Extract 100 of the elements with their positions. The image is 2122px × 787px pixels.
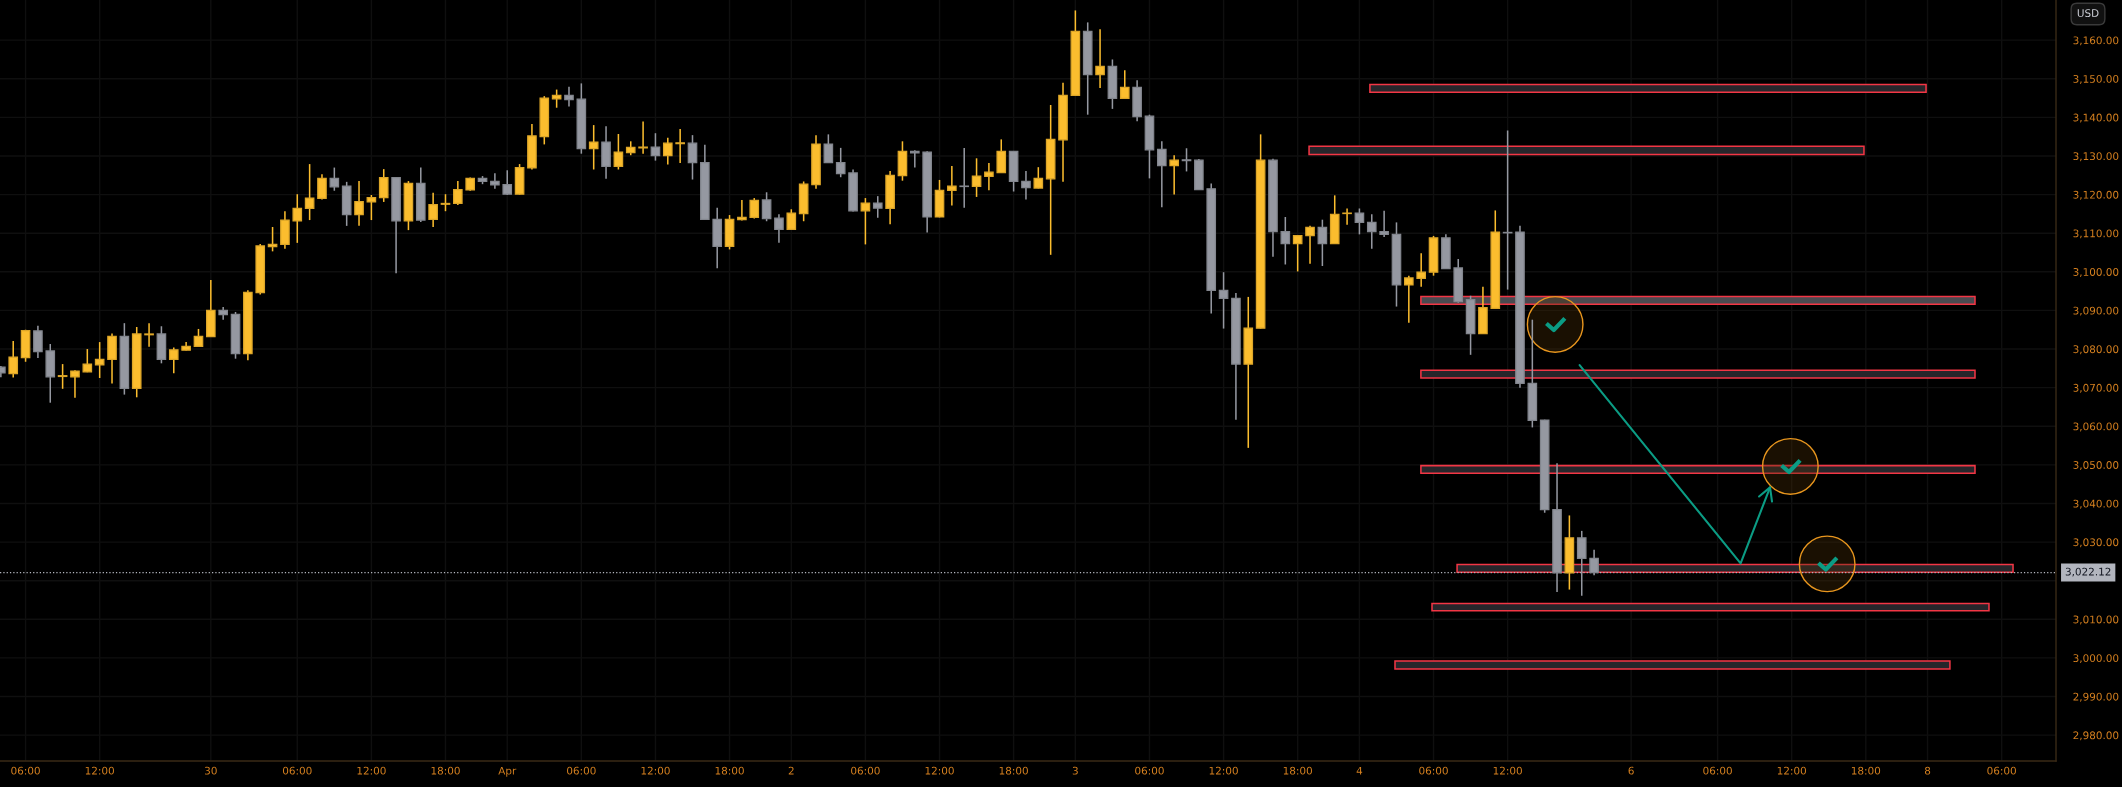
y-tick-label: 3,010.00	[2073, 615, 2119, 625]
candlestick	[947, 165, 957, 207]
y-tick-label: 3,130.00	[2073, 152, 2119, 162]
candlestick	[564, 86, 574, 108]
candlestick	[786, 208, 797, 231]
x-tick-label: 06:00	[1419, 766, 1448, 775]
y-tick-label: 3,090.00	[2073, 306, 2119, 316]
x-tick-label: 3	[1072, 766, 1078, 775]
candlestick	[304, 163, 315, 221]
candlestick	[1280, 216, 1291, 266]
candlestick	[107, 332, 117, 385]
candlestick	[366, 194, 377, 221]
y-tick-label: 2,980.00	[2073, 731, 2119, 741]
candlestick	[749, 197, 760, 220]
y-tick-label: 3,040.00	[2073, 499, 2119, 509]
y-tick-label: 3,060.00	[2073, 422, 2119, 432]
candlestick	[1119, 69, 1130, 100]
candlestick	[1317, 218, 1328, 267]
x-tick-label: 12:00	[641, 766, 670, 775]
candlestick	[1021, 170, 1031, 201]
x-tick-label: 06:00	[567, 766, 596, 775]
candlestick	[329, 166, 340, 192]
y-tick-label: 3,120.00	[2073, 190, 2119, 200]
candlestick	[8, 340, 19, 379]
candlestick	[1416, 252, 1427, 288]
candlestick	[1169, 154, 1179, 196]
candlestick	[774, 213, 784, 244]
candlestick	[1366, 213, 1377, 250]
candlestick	[1379, 210, 1389, 238]
candlestick	[761, 191, 772, 222]
candlestick	[909, 149, 920, 169]
x-tick-label: 06:00	[11, 766, 40, 775]
x-tick-label: 12:00	[357, 766, 386, 775]
candlestick	[971, 157, 982, 198]
candlestick	[453, 180, 463, 206]
candlestick	[1305, 225, 1315, 265]
ref-line-label: 3,022.12	[2065, 567, 2111, 577]
candlestick	[872, 195, 883, 219]
x-tick-label: 18:00	[999, 766, 1028, 775]
candlestick	[317, 173, 327, 201]
candlestick	[588, 124, 599, 171]
x-tick-label: 06:00	[1987, 766, 2016, 775]
y-tick-label: 3,140.00	[2073, 113, 2119, 123]
candlestick	[1576, 530, 1587, 597]
candlestick	[428, 191, 438, 228]
candlestick	[292, 193, 303, 244]
y-tick-label: 3,000.00	[2073, 654, 2119, 664]
candlestick	[984, 162, 994, 192]
y-tick-label: 3,070.00	[2073, 383, 2119, 393]
x-tick-label: 06:00	[1703, 766, 1732, 775]
candlestick	[675, 128, 685, 164]
candlestick	[1095, 28, 1105, 89]
x-tick-label: 06:00	[1135, 766, 1164, 775]
candlestick	[1033, 166, 1044, 190]
candlestick	[650, 132, 661, 162]
candlestick	[613, 133, 624, 171]
y-axis-title: USD	[2077, 9, 2099, 18]
x-tick-label: 12:00	[1493, 766, 1522, 775]
y-tick-label: 3,100.00	[2073, 268, 2119, 277]
x-tick-label: 6	[1628, 766, 1634, 775]
candlestick	[1404, 274, 1414, 324]
x-tick-label: 18:00	[1851, 766, 1881, 775]
candlestick	[1181, 147, 1192, 173]
x-tick-label: 18:00	[1283, 766, 1312, 775]
candlestick	[1156, 140, 1167, 209]
candlestick	[1342, 207, 1352, 226]
candlestick	[33, 325, 43, 359]
x-tick-label: 06:00	[282, 766, 312, 775]
y-tick-label: 3,050.00	[2073, 461, 2119, 471]
x-tick-label: 12:00	[1209, 766, 1238, 775]
x-tick-label: 8	[1924, 766, 1931, 775]
candlestick	[168, 346, 179, 375]
candlestick	[354, 180, 364, 227]
candlestick	[1354, 207, 1365, 236]
candlestick	[1589, 549, 1599, 577]
candlestick	[94, 341, 105, 379]
x-tick-label: Apr	[498, 766, 517, 777]
y-tick-label: 3,150.00	[2073, 74, 2119, 84]
x-tick-label: 06:00	[851, 766, 880, 775]
candlestick	[860, 197, 871, 246]
x-tick-label: 30	[204, 766, 217, 775]
candlestick	[959, 147, 970, 209]
y-tick-label: 3,030.00	[2073, 538, 2119, 548]
candlestick	[1218, 271, 1229, 330]
x-tick-label: 12:00	[925, 766, 954, 775]
x-tick-label: 18:00	[715, 766, 744, 775]
y-tick-label: 3,080.00	[2073, 345, 2119, 355]
x-tick-label: 12:00	[1777, 766, 1807, 775]
x-tick-label: 2	[788, 766, 794, 775]
candlestick	[378, 168, 389, 203]
y-tick-label: 3,110.00	[2073, 229, 2119, 239]
x-tick-label: 4	[1356, 766, 1363, 775]
candlestick	[70, 369, 80, 399]
candlestick	[996, 138, 1007, 174]
candlestick	[490, 172, 500, 190]
candlestick	[144, 322, 154, 348]
candlestick	[823, 133, 834, 164]
y-tick-label: 2,990.00	[2073, 692, 2119, 702]
candlestick	[687, 134, 698, 181]
x-tick-label: 12:00	[85, 766, 114, 775]
